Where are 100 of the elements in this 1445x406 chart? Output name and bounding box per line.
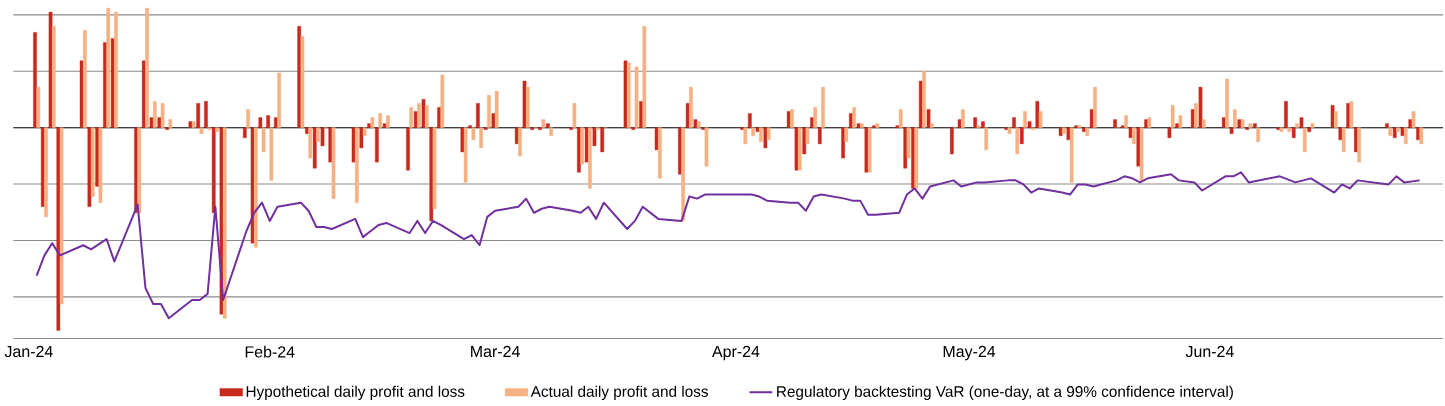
bar: [463, 127, 468, 183]
bar: [759, 127, 763, 142]
bar: [766, 127, 771, 140]
bar: [701, 127, 706, 130]
bar: [1388, 127, 1393, 136]
bar: [546, 123, 550, 128]
bar: [1175, 123, 1180, 128]
bar: [1004, 127, 1009, 130]
bar: [704, 127, 709, 167]
bar: [114, 11, 118, 128]
bar: [370, 117, 375, 128]
bar: [1190, 109, 1195, 128]
bar: [875, 123, 880, 128]
bar: [199, 127, 204, 134]
bar: [595, 127, 600, 130]
bar: [479, 127, 483, 148]
bar: [903, 127, 908, 169]
bar: [1225, 78, 1229, 128]
bar: [584, 127, 589, 163]
bar: [1062, 127, 1066, 134]
bar: [805, 127, 810, 144]
bar: [1334, 111, 1338, 128]
bar: [743, 127, 748, 144]
bar: [367, 123, 371, 128]
bar: [872, 125, 876, 128]
bar: [1248, 123, 1253, 128]
bar: [841, 127, 845, 159]
bar: [961, 109, 965, 128]
bar: [378, 113, 382, 128]
bar: [424, 105, 429, 128]
bar: [1307, 127, 1312, 132]
x-tick-label: Apr-24: [711, 345, 760, 361]
x-tick-label: Jan-24: [4, 345, 53, 357]
bar: [860, 123, 864, 128]
bar: [588, 127, 592, 189]
bar: [685, 102, 690, 128]
bar: [79, 60, 84, 128]
bar: [1198, 86, 1203, 128]
bar: [1038, 111, 1043, 128]
bar: [277, 72, 281, 128]
bar: [36, 86, 41, 128]
bar: [153, 100, 157, 128]
bar: [1295, 123, 1299, 128]
bar: [269, 127, 274, 181]
bar: [1256, 127, 1260, 142]
bar: [658, 127, 662, 179]
bar: [1233, 109, 1237, 128]
bar: [421, 98, 426, 128]
bar: [1330, 105, 1335, 128]
bar: [1201, 119, 1206, 128]
bar: [312, 127, 317, 169]
bar: [1012, 117, 1016, 128]
bar: [755, 127, 760, 132]
bar: [1341, 127, 1346, 153]
bar: [211, 127, 216, 213]
bar: [821, 86, 825, 128]
bar: [1411, 111, 1416, 128]
bar: [1082, 127, 1086, 132]
bar: [518, 127, 522, 157]
bar: [1058, 127, 1063, 136]
bar: [483, 127, 488, 130]
bar: [261, 127, 266, 153]
bar: [1015, 127, 1020, 155]
bar: [600, 127, 605, 153]
bar: [957, 119, 962, 128]
bar: [1023, 111, 1027, 128]
bar: [1128, 127, 1133, 138]
bar: [149, 117, 154, 128]
bar: [440, 74, 445, 128]
bar: [1349, 100, 1354, 128]
bar: [1035, 100, 1040, 128]
bar: [984, 127, 989, 150]
bar: [487, 94, 491, 128]
bar: [51, 25, 56, 128]
bar: [168, 119, 173, 128]
bar: [83, 29, 87, 128]
bar: [569, 127, 573, 130]
bar: [689, 86, 693, 128]
bar: [98, 127, 103, 203]
bar: [1132, 127, 1136, 144]
bar: [592, 127, 597, 146]
bar: [1396, 127, 1400, 132]
bar: [631, 127, 636, 130]
bar: [417, 102, 421, 128]
bar: [1291, 127, 1296, 138]
bar: [1287, 127, 1292, 132]
bar: [1147, 117, 1152, 128]
bar: [525, 86, 530, 128]
bar: [1069, 127, 1074, 183]
bar: [572, 102, 577, 128]
bar: [320, 127, 325, 146]
bar: [362, 127, 367, 136]
bar: [300, 36, 305, 128]
bar: [355, 127, 359, 203]
bar: [137, 127, 142, 213]
bar: [254, 127, 258, 248]
x-tick-label: Jun-24: [1185, 345, 1234, 357]
bar: [33, 32, 37, 128]
bar: [1120, 125, 1125, 128]
bar: [856, 123, 861, 128]
